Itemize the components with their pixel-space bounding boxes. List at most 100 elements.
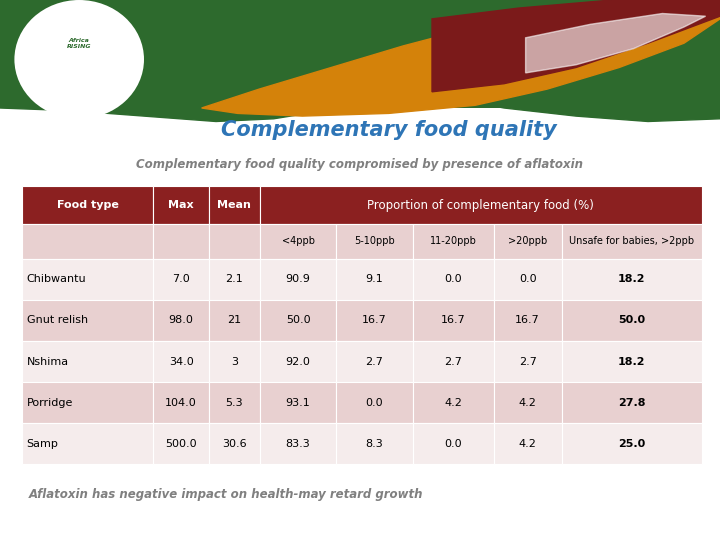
FancyBboxPatch shape: [413, 259, 494, 300]
Text: 11-20ppb: 11-20ppb: [430, 236, 477, 246]
FancyBboxPatch shape: [153, 300, 209, 341]
FancyBboxPatch shape: [494, 423, 562, 464]
Text: 5-10ppb: 5-10ppb: [354, 236, 395, 246]
Text: Africa
RISING: Africa RISING: [67, 38, 91, 49]
FancyBboxPatch shape: [209, 382, 260, 423]
Polygon shape: [432, 0, 720, 92]
FancyBboxPatch shape: [209, 341, 260, 382]
Text: Proportion of complementary food (%): Proportion of complementary food (%): [367, 199, 594, 212]
Text: 16.7: 16.7: [516, 315, 540, 325]
Text: 25.0: 25.0: [618, 439, 645, 449]
Text: Samp: Samp: [27, 439, 58, 449]
FancyBboxPatch shape: [260, 224, 336, 259]
Text: 9.1: 9.1: [366, 274, 384, 284]
Text: 98.0: 98.0: [168, 315, 194, 325]
Text: 50.0: 50.0: [618, 315, 645, 325]
FancyBboxPatch shape: [494, 341, 562, 382]
FancyBboxPatch shape: [336, 341, 413, 382]
FancyBboxPatch shape: [209, 259, 260, 300]
FancyBboxPatch shape: [209, 224, 260, 259]
Text: 0.0: 0.0: [444, 274, 462, 284]
Text: 104.0: 104.0: [165, 397, 197, 408]
FancyBboxPatch shape: [153, 186, 209, 224]
Text: 4.2: 4.2: [518, 397, 536, 408]
FancyBboxPatch shape: [22, 224, 153, 259]
FancyBboxPatch shape: [209, 186, 260, 224]
FancyBboxPatch shape: [336, 300, 413, 341]
FancyBboxPatch shape: [260, 382, 336, 423]
FancyBboxPatch shape: [22, 341, 153, 382]
FancyBboxPatch shape: [562, 224, 702, 259]
FancyBboxPatch shape: [260, 341, 336, 382]
Polygon shape: [202, 0, 720, 116]
Text: 5.3: 5.3: [225, 397, 243, 408]
Text: 2.7: 2.7: [518, 356, 536, 367]
FancyBboxPatch shape: [153, 224, 209, 259]
Text: Max: Max: [168, 200, 194, 210]
Text: Aflatoxin has negative impact on health-may retard growth: Aflatoxin has negative impact on health-…: [29, 488, 423, 501]
FancyBboxPatch shape: [209, 423, 260, 464]
Text: Gnut relish: Gnut relish: [27, 315, 88, 325]
FancyBboxPatch shape: [336, 382, 413, 423]
FancyBboxPatch shape: [562, 259, 702, 300]
FancyBboxPatch shape: [413, 423, 494, 464]
FancyBboxPatch shape: [413, 224, 494, 259]
Text: 500.0: 500.0: [166, 439, 197, 449]
FancyBboxPatch shape: [336, 224, 413, 259]
FancyBboxPatch shape: [0, 0, 720, 108]
FancyBboxPatch shape: [153, 423, 209, 464]
Text: 16.7: 16.7: [441, 315, 466, 325]
Text: 2.7: 2.7: [444, 356, 462, 367]
Text: Complementary food quality: Complementary food quality: [221, 119, 557, 140]
FancyBboxPatch shape: [22, 186, 153, 224]
Text: Complementary food quality compromised by presence of aflatoxin: Complementary food quality compromised b…: [137, 158, 583, 171]
Text: Mean: Mean: [217, 200, 251, 210]
Text: Food type: Food type: [57, 200, 119, 210]
Text: Chibwantu: Chibwantu: [27, 274, 86, 284]
FancyBboxPatch shape: [260, 300, 336, 341]
FancyBboxPatch shape: [562, 423, 702, 464]
Text: >20ppb: >20ppb: [508, 236, 547, 246]
FancyBboxPatch shape: [413, 341, 494, 382]
FancyBboxPatch shape: [562, 300, 702, 341]
FancyBboxPatch shape: [336, 259, 413, 300]
Ellipse shape: [14, 0, 144, 119]
Text: 4.2: 4.2: [444, 397, 462, 408]
Text: Porridge: Porridge: [27, 397, 73, 408]
Text: 18.2: 18.2: [618, 356, 646, 367]
Text: 0.0: 0.0: [366, 397, 383, 408]
Text: 34.0: 34.0: [168, 356, 194, 367]
Text: 0.0: 0.0: [444, 439, 462, 449]
Polygon shape: [526, 14, 706, 73]
Text: 0.0: 0.0: [519, 274, 536, 284]
FancyBboxPatch shape: [562, 341, 702, 382]
Text: 93.1: 93.1: [286, 397, 310, 408]
FancyBboxPatch shape: [153, 259, 209, 300]
FancyBboxPatch shape: [209, 300, 260, 341]
Polygon shape: [0, 0, 720, 122]
FancyBboxPatch shape: [413, 300, 494, 341]
Text: <4ppb: <4ppb: [282, 236, 315, 246]
Text: 50.0: 50.0: [286, 315, 310, 325]
Text: 18.2: 18.2: [618, 274, 646, 284]
FancyBboxPatch shape: [494, 300, 562, 341]
FancyBboxPatch shape: [22, 382, 153, 423]
Text: 92.0: 92.0: [286, 356, 310, 367]
Text: 21: 21: [228, 315, 241, 325]
FancyBboxPatch shape: [22, 423, 153, 464]
Text: 2.1: 2.1: [225, 274, 243, 284]
Text: 27.8: 27.8: [618, 397, 646, 408]
Text: 16.7: 16.7: [362, 315, 387, 325]
FancyBboxPatch shape: [562, 382, 702, 423]
FancyBboxPatch shape: [153, 382, 209, 423]
FancyBboxPatch shape: [153, 341, 209, 382]
FancyBboxPatch shape: [260, 423, 336, 464]
FancyBboxPatch shape: [336, 423, 413, 464]
Text: 7.0: 7.0: [172, 274, 190, 284]
Text: Unsafe for babies, >2ppb: Unsafe for babies, >2ppb: [570, 236, 694, 246]
FancyBboxPatch shape: [494, 259, 562, 300]
Text: Nshima: Nshima: [27, 356, 69, 367]
Text: 83.3: 83.3: [286, 439, 310, 449]
Text: 3: 3: [230, 356, 238, 367]
Text: 30.6: 30.6: [222, 439, 246, 449]
